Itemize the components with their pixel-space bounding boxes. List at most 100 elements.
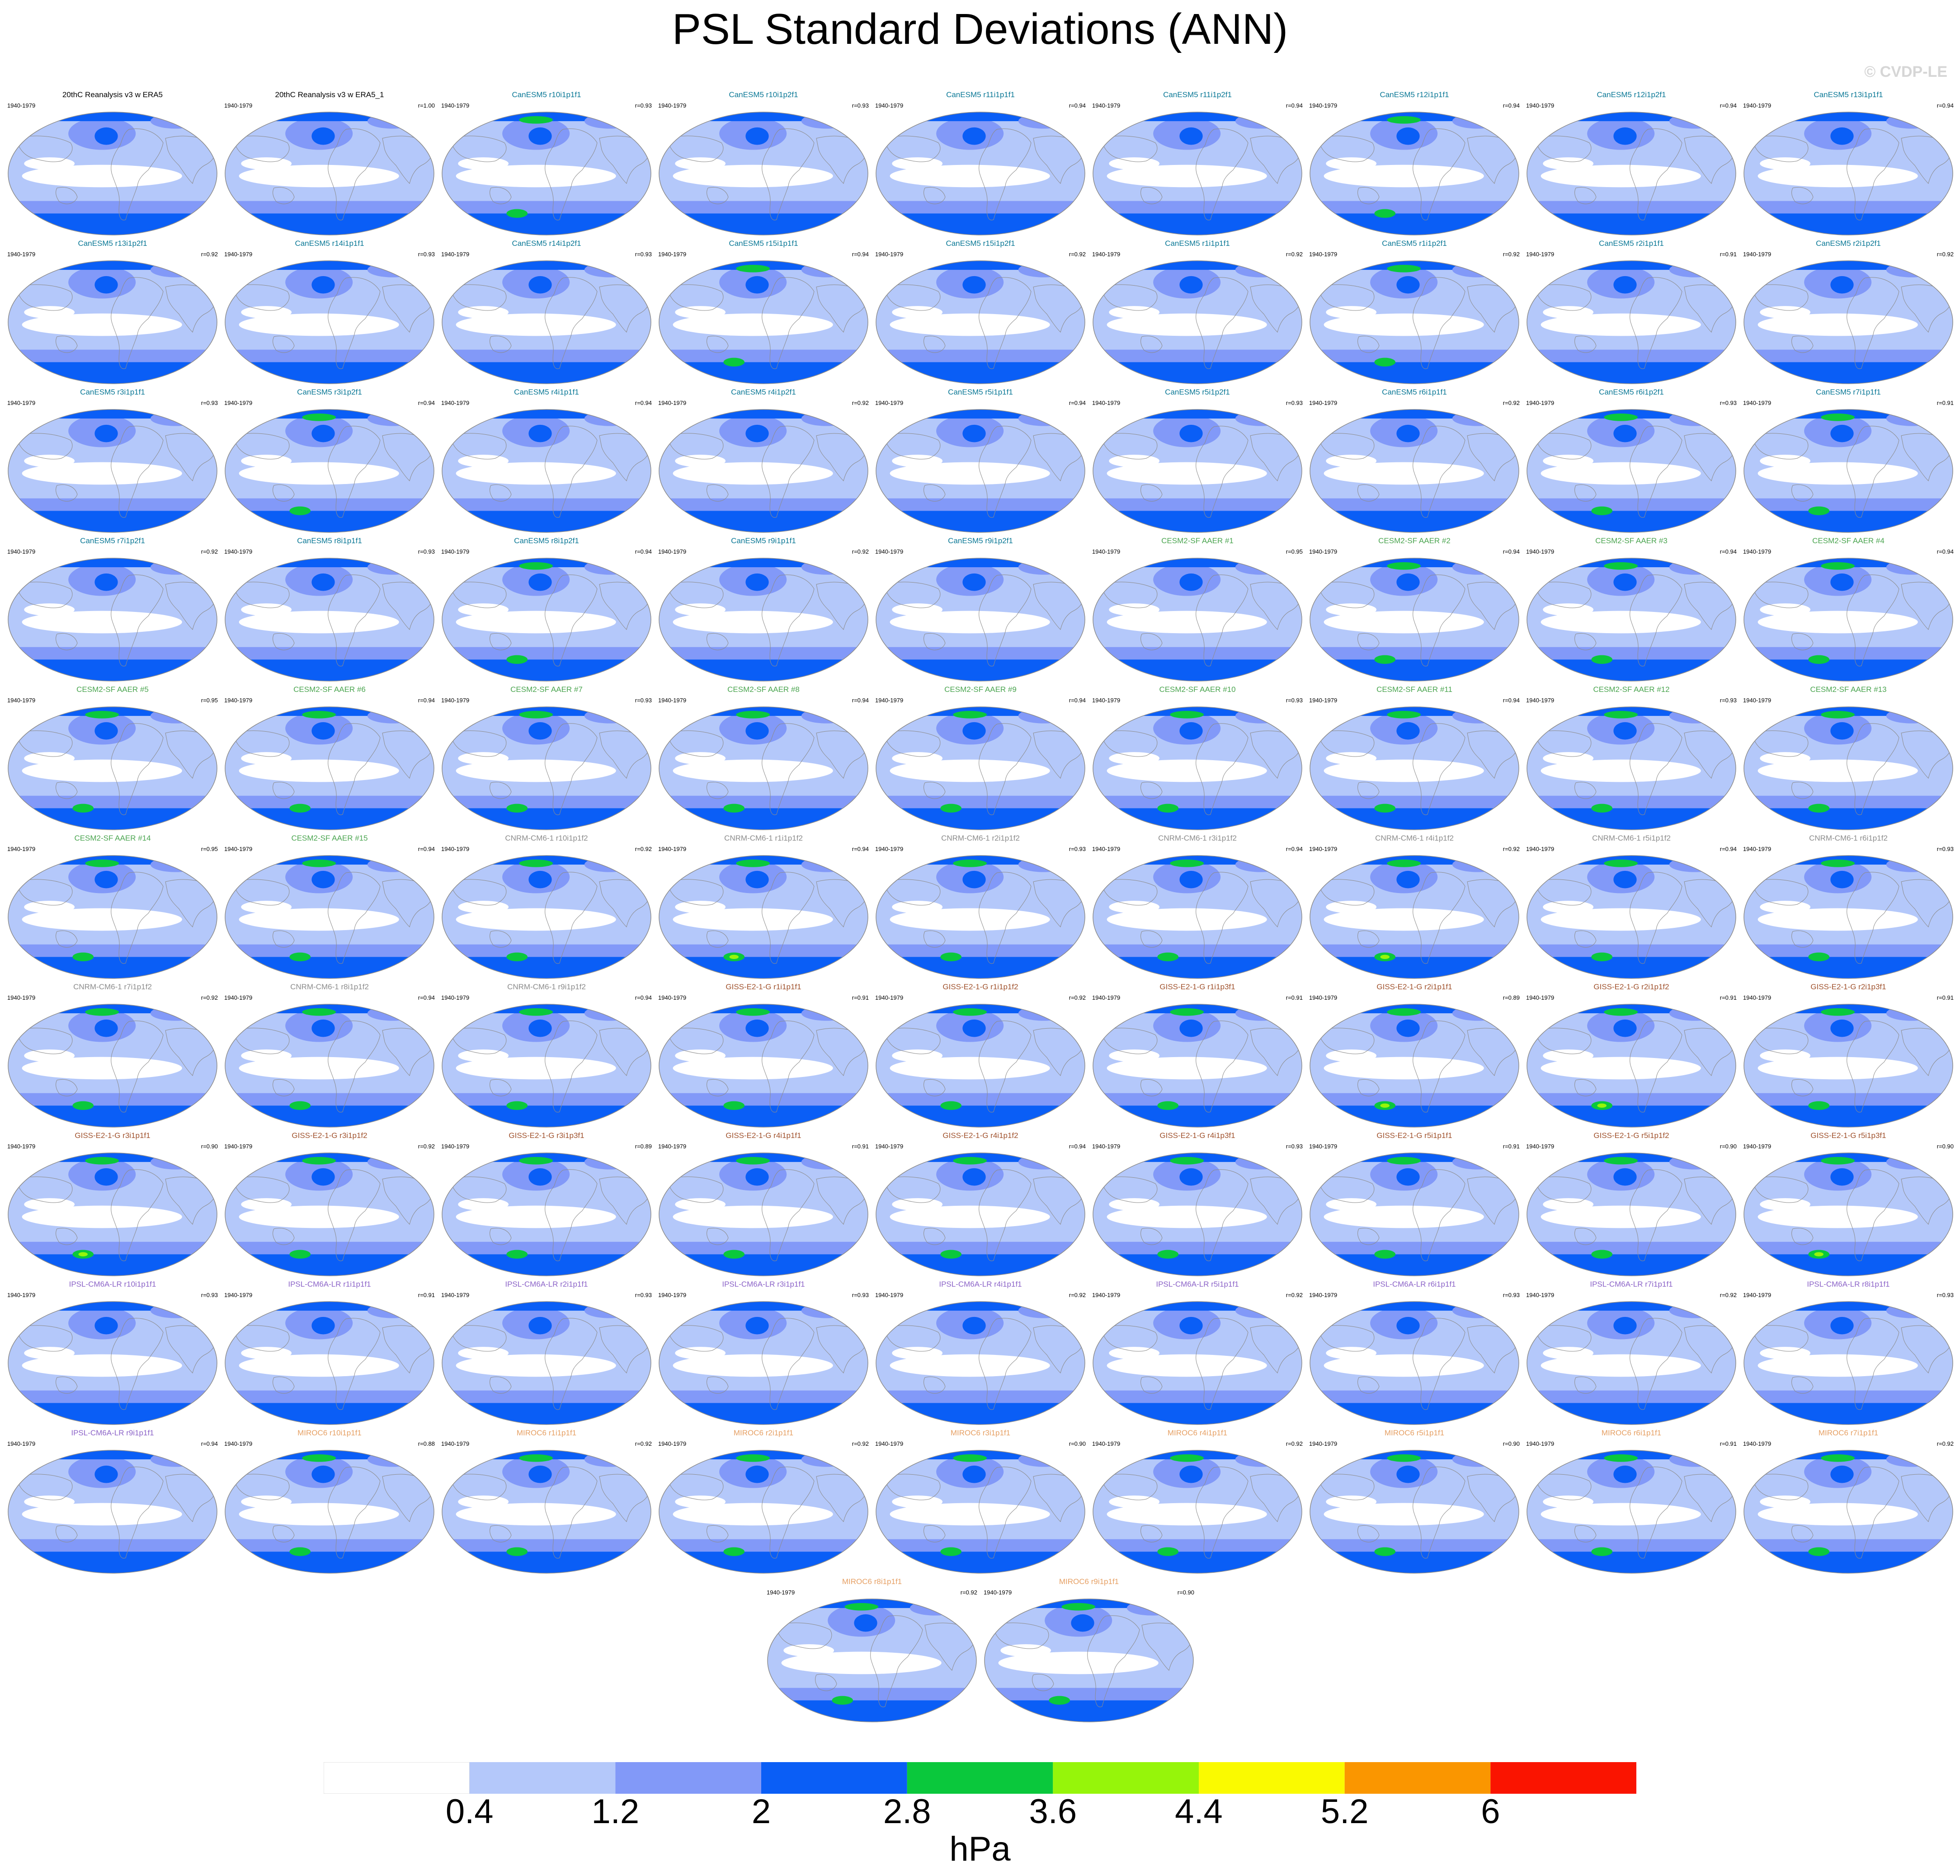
tropical-band xyxy=(1107,165,1267,188)
arctic-band xyxy=(1310,1302,1519,1311)
tropical-band xyxy=(458,306,509,319)
map-border xyxy=(1093,706,1302,830)
continent-outline xyxy=(1357,1227,1380,1245)
southern-ocean-band xyxy=(1744,349,1953,362)
tropical-band xyxy=(1324,462,1484,485)
north-atlantic-region xyxy=(584,262,635,277)
continent-outline xyxy=(450,1325,507,1352)
southern-high-core xyxy=(1374,209,1396,218)
southern-ocean-band xyxy=(225,1390,434,1403)
continent-outline xyxy=(884,879,941,906)
panel-correlation: r=0.94 xyxy=(635,400,652,406)
continent-outline xyxy=(1791,930,1814,948)
north-pacific-core xyxy=(1179,276,1203,294)
north-pacific-core xyxy=(528,573,552,591)
panel-title: MIROC6 r8i1p1f1 xyxy=(842,1577,902,1586)
southern-high-core xyxy=(940,1547,962,1556)
tropical-band xyxy=(241,1347,292,1359)
panel-period: 1940-1979 xyxy=(7,251,36,258)
arctic-high-core xyxy=(302,711,336,719)
continent-outline xyxy=(328,128,381,221)
southern-ocean-band xyxy=(659,1093,868,1106)
arctic-high-core xyxy=(736,1157,770,1165)
tropical-band xyxy=(239,1503,399,1526)
panel-correlation: r=0.92 xyxy=(852,548,869,555)
tropical-band xyxy=(241,901,292,913)
arctic-high-core xyxy=(1170,1454,1204,1462)
map-panel: CanESM5 r15i1p2f1 1940-1979 r=0.92 xyxy=(872,239,1088,388)
panel-title: CESM2-SF AAER #6 xyxy=(293,685,366,694)
tropical-band xyxy=(675,157,726,170)
southern-ocean-band xyxy=(442,498,651,511)
panel-period: 1940-1979 xyxy=(658,102,687,109)
panel-correlation: r=0.94 xyxy=(418,400,435,406)
southern-ocean-band xyxy=(1093,201,1302,214)
map-panel: GISS-E2-1-G r2i1p1f2 1940-1979 r=0.91 xyxy=(1523,983,1739,1132)
southern-ocean-band xyxy=(659,1390,868,1403)
panel-title: IPSL-CM6A-LR r2i1p1f1 xyxy=(505,1280,588,1288)
north-atlantic-region xyxy=(1235,113,1286,129)
map-plot xyxy=(659,1004,868,1128)
map-panel: CNRM-CM6-1 r6i1p1f2 1940-1979 r=0.93 xyxy=(1740,834,1956,983)
map-plot xyxy=(225,1301,434,1425)
map-border xyxy=(8,1152,217,1276)
north-pacific-core xyxy=(1830,722,1854,740)
tropical-band xyxy=(1541,1057,1701,1080)
map-panel: CanESM5 r4i1p1f1 1940-1979 r=0.94 xyxy=(438,388,655,537)
continent-outline xyxy=(923,1079,946,1096)
map-border xyxy=(659,855,868,979)
north-atlantic-region xyxy=(1669,857,1720,872)
continent-outline xyxy=(16,879,73,906)
map-panel: CNRM-CM6-1 r8i1p1f2 1940-1979 r=0.94 xyxy=(221,983,438,1132)
colorbar-segment xyxy=(1490,1762,1636,1794)
north-pacific-core xyxy=(1396,722,1420,740)
tropical-band xyxy=(1760,455,1811,467)
continent-outline xyxy=(1357,1079,1380,1096)
tropical-band xyxy=(22,611,182,634)
map-border xyxy=(1527,1301,1736,1425)
map-border xyxy=(8,855,217,979)
tropical-band xyxy=(241,752,292,765)
southern-high-core xyxy=(940,804,962,813)
map-border xyxy=(1527,855,1736,979)
north-pacific-core xyxy=(311,870,335,889)
map-panel: CanESM5 r4i1p2f1 1940-1979 r=0.92 xyxy=(655,388,872,537)
southern-ocean-band xyxy=(8,201,217,214)
panel-correlation: r=0.94 xyxy=(418,994,435,1001)
panel-period: 1940-1979 xyxy=(1743,1440,1772,1447)
continent-outline xyxy=(1357,930,1380,948)
north-pacific-core xyxy=(94,722,118,740)
continent-outline xyxy=(450,730,507,757)
continent-outline xyxy=(1847,723,1899,815)
continent-outline xyxy=(1791,633,1814,650)
arctic-high-core xyxy=(85,1157,119,1165)
continent-outline xyxy=(1413,574,1465,667)
continent-outline xyxy=(450,1474,507,1500)
map-plot xyxy=(767,1599,977,1722)
southern-ocean-band xyxy=(876,647,1085,660)
north-atlantic-region xyxy=(1452,708,1503,724)
map-plot xyxy=(225,1450,434,1574)
continent-outline xyxy=(1318,284,1375,311)
arctic-high-core xyxy=(1387,116,1421,124)
tropical-band xyxy=(239,165,399,188)
map-plot xyxy=(876,1004,1085,1128)
map-panel: GISS-E2-1-G r4i1p1f1 1940-1979 r=0.91 xyxy=(655,1131,872,1280)
continent-outline xyxy=(273,1376,295,1394)
panel-title: CanESM5 r15i1p1f1 xyxy=(729,239,798,248)
map-border xyxy=(767,1599,977,1722)
north-pacific-core xyxy=(94,1465,118,1483)
panel-title: CanESM5 r1i1p1f1 xyxy=(1165,239,1230,248)
map-border xyxy=(1093,1152,1302,1276)
tropical-band xyxy=(1109,603,1160,616)
tropical-band xyxy=(458,1198,509,1211)
continent-outline xyxy=(1535,136,1592,162)
map-panel: MIROC6 r5i1p1f1 1940-1979 r=0.90 xyxy=(1306,1429,1522,1578)
continent-outline xyxy=(884,433,941,460)
arctic-band xyxy=(659,112,868,122)
southern-high-core xyxy=(1808,804,1830,813)
continent-outline xyxy=(328,872,381,964)
continent-outline xyxy=(1752,1325,1809,1352)
tropical-band xyxy=(1326,1049,1377,1062)
southern-ocean-band xyxy=(1527,944,1736,957)
